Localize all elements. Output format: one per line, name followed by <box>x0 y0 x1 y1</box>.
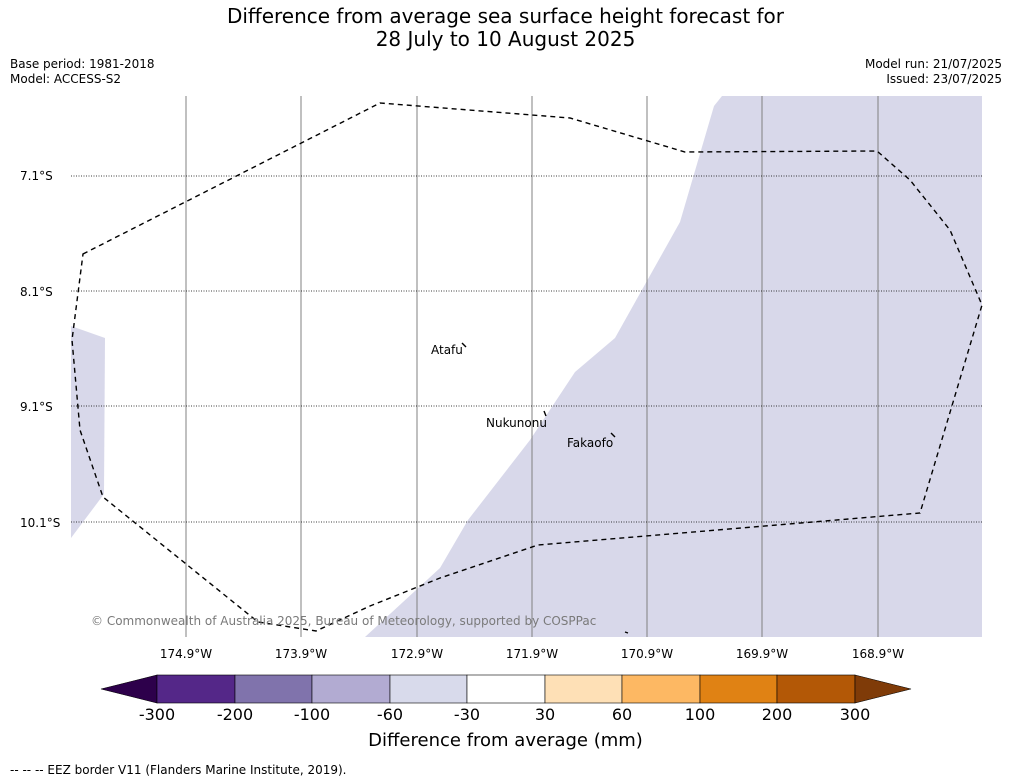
cbar-tick-1: -300 <box>138 705 176 724</box>
lat-label-1: 7.1°S <box>20 169 53 183</box>
place-atafu: Atafu <box>431 343 463 357</box>
lon-label-4: 171.9°W <box>505 647 559 661</box>
lon-label-1: 174.9°W <box>159 647 213 661</box>
colorbar-label: Difference from average (mm) <box>368 730 643 751</box>
lon-label-5: 170.9°W <box>620 647 674 661</box>
model-run: Model run: 21/07/2025 <box>864 57 1002 71</box>
anomaly-region-east <box>365 96 982 637</box>
lat-gridlines <box>71 175 982 523</box>
title-line-1: Difference from average sea surface heig… <box>226 4 785 28</box>
title-line-2: 28 July to 10 August 2025 <box>375 27 636 51</box>
lat-label-2: 8.1°S <box>20 285 53 299</box>
cbar-tick-7: 60 <box>611 705 633 724</box>
cbar-tick-6: 30 <box>534 705 556 724</box>
colorbar-seg-5 <box>466 674 546 704</box>
colorbar-extend-max <box>854 674 912 704</box>
lon-gridlines <box>185 96 879 637</box>
cbar-tick-9: 200 <box>761 705 793 724</box>
eez-legend-note: -- -- -- EEZ border V11 (Flanders Marine… <box>10 763 347 777</box>
anomaly-region-west <box>71 326 105 538</box>
colorbar-seg-1 <box>156 674 236 704</box>
lat-label-4: 10.1°S <box>20 516 61 530</box>
atafu-marker <box>461 342 467 348</box>
colorbar-seg-4 <box>389 674 468 704</box>
place-fakaofo: Fakaofo <box>567 436 614 450</box>
colorbar-seg-2 <box>234 674 313 704</box>
nukunonu-marker <box>543 410 547 417</box>
colorbar-seg-3 <box>311 674 391 704</box>
cbar-tick-5: -30 <box>453 705 481 724</box>
cbar-tick-2: -200 <box>216 705 254 724</box>
cbar-tick-8: 100 <box>684 705 716 724</box>
copyright-notice: © Commonwealth of Australia 2025, Bureau… <box>91 614 597 628</box>
issued-date: Issued: 23/07/2025 <box>886 72 1002 86</box>
lat-label-3: 9.1°S <box>20 400 53 414</box>
base-period: Base period: 1981-2018 <box>10 57 155 71</box>
colorbar-seg-6 <box>544 674 623 704</box>
place-nukunonu: Nukunonu <box>486 416 547 430</box>
meta-left: Base period: 1981-2018 Model: ACCESS-S2 <box>10 57 155 87</box>
cbar-tick-4: -60 <box>376 705 404 724</box>
colorbar-segments <box>100 674 912 704</box>
colorbar-seg-8 <box>699 674 778 704</box>
small-island-marker <box>624 631 629 634</box>
island-markers <box>461 342 629 634</box>
model-name: Model: ACCESS-S2 <box>10 72 122 86</box>
eez-border <box>71 102 983 632</box>
map-title: Difference from average sea surface heig… <box>0 5 1011 51</box>
lon-label-7: 168.9°W <box>851 647 905 661</box>
lon-label-2: 173.9°W <box>274 647 328 661</box>
cbar-tick-3: -100 <box>293 705 331 724</box>
fakaofo-marker <box>610 432 616 438</box>
colorbar-extend-min <box>100 674 158 704</box>
cbar-tick-10: 300 <box>839 705 871 724</box>
colorbar-seg-9 <box>776 674 856 704</box>
meta-right: Model run: 21/07/2025 Issued: 23/07/2025 <box>865 57 1002 87</box>
colorbar-seg-7 <box>621 674 701 704</box>
lon-label-3: 172.9°W <box>390 647 444 661</box>
lon-label-6: 169.9°W <box>735 647 789 661</box>
